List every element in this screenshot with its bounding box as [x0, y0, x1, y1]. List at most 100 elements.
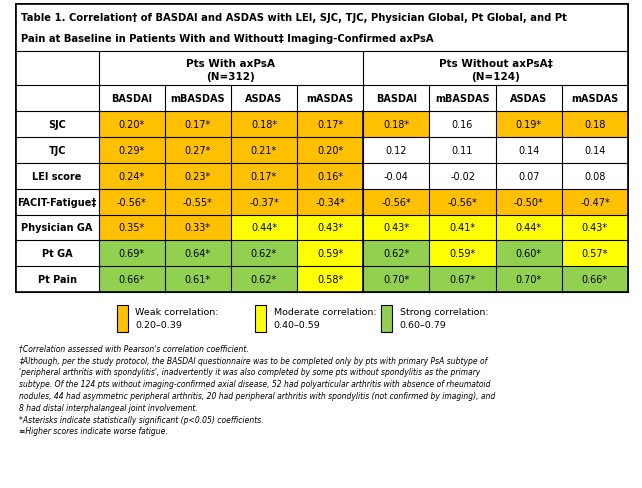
Bar: [16, 5, 628, 293]
Bar: [16, 5, 628, 52]
Bar: [496, 267, 562, 293]
Text: 0.43*: 0.43*: [317, 223, 343, 233]
Bar: [429, 189, 496, 215]
Text: 0.16*: 0.16*: [317, 171, 343, 181]
Text: 0.43*: 0.43*: [383, 223, 410, 233]
Bar: [98, 111, 165, 137]
Text: 0.60–0.79: 0.60–0.79: [399, 321, 446, 329]
Bar: [16, 267, 98, 293]
Bar: [429, 137, 496, 163]
Bar: [98, 267, 165, 293]
Bar: [98, 189, 165, 215]
Bar: [255, 305, 266, 332]
Bar: [297, 111, 363, 137]
Text: 0.29*: 0.29*: [119, 145, 144, 155]
Text: 0.58*: 0.58*: [317, 275, 343, 285]
Bar: [562, 267, 628, 293]
Bar: [231, 215, 297, 241]
Bar: [429, 163, 496, 189]
Bar: [363, 189, 429, 215]
Text: Pt Pain: Pt Pain: [38, 275, 76, 285]
Bar: [363, 215, 429, 241]
Text: 0.19*: 0.19*: [516, 120, 542, 129]
Bar: [496, 189, 562, 215]
Text: Pain at Baseline in Patients With and Without‡ Imaging-Confirmed axPsA: Pain at Baseline in Patients With and Wi…: [21, 34, 433, 44]
Text: 0.24*: 0.24*: [119, 171, 144, 181]
Text: 0.69*: 0.69*: [119, 249, 144, 259]
Text: 0.62*: 0.62*: [251, 249, 277, 259]
Text: Physician GA: Physician GA: [21, 223, 93, 233]
Bar: [16, 215, 98, 241]
Bar: [16, 5, 628, 293]
Bar: [562, 163, 628, 189]
Text: TJC: TJC: [48, 145, 66, 155]
Bar: [496, 111, 562, 137]
Text: -0.55*: -0.55*: [183, 197, 213, 207]
Bar: [165, 137, 231, 163]
Bar: [496, 137, 562, 163]
Text: 0.08: 0.08: [584, 171, 605, 181]
Text: 0.70*: 0.70*: [516, 275, 542, 285]
Text: 0.41*: 0.41*: [449, 223, 476, 233]
Text: -0.47*: -0.47*: [580, 197, 610, 207]
Text: 0.35*: 0.35*: [119, 223, 144, 233]
Bar: [297, 137, 363, 163]
Text: mBASDAS: mBASDAS: [171, 94, 225, 103]
Text: -0.34*: -0.34*: [315, 197, 345, 207]
Bar: [98, 52, 363, 85]
Bar: [165, 163, 231, 189]
Text: 0.57*: 0.57*: [582, 249, 608, 259]
Bar: [165, 267, 231, 293]
Bar: [297, 241, 363, 267]
Bar: [363, 241, 429, 267]
Text: -0.02: -0.02: [450, 171, 475, 181]
Text: Moderate correlation:: Moderate correlation:: [274, 307, 376, 316]
Text: BASDAI: BASDAI: [376, 94, 417, 103]
Bar: [297, 215, 363, 241]
Text: 0.62*: 0.62*: [383, 249, 410, 259]
Bar: [165, 111, 231, 137]
Text: 0.17*: 0.17*: [317, 120, 343, 129]
Bar: [98, 241, 165, 267]
Bar: [562, 215, 628, 241]
Bar: [562, 241, 628, 267]
Text: 0.18*: 0.18*: [251, 120, 277, 129]
Bar: [363, 163, 429, 189]
Text: 0.64*: 0.64*: [185, 249, 211, 259]
Text: 0.16: 0.16: [452, 120, 473, 129]
Bar: [231, 267, 297, 293]
Text: 0.33*: 0.33*: [185, 223, 211, 233]
Text: 0.14: 0.14: [584, 145, 605, 155]
Text: 0.18*: 0.18*: [383, 120, 410, 129]
Bar: [231, 137, 297, 163]
Bar: [16, 163, 98, 189]
Text: 0.40–0.59: 0.40–0.59: [274, 321, 320, 329]
Bar: [297, 267, 363, 293]
Text: 0.66*: 0.66*: [119, 275, 144, 285]
Bar: [16, 241, 98, 267]
Bar: [165, 215, 231, 241]
Text: 0.44*: 0.44*: [516, 223, 542, 233]
Bar: [165, 85, 231, 111]
Text: BASDAI: BASDAI: [111, 94, 152, 103]
Bar: [297, 163, 363, 189]
Bar: [363, 267, 429, 293]
Text: 0.61*: 0.61*: [185, 275, 211, 285]
Bar: [16, 189, 98, 215]
Text: Strong correlation:: Strong correlation:: [399, 307, 489, 316]
Bar: [363, 52, 628, 85]
Bar: [231, 163, 297, 189]
Bar: [496, 85, 562, 111]
Bar: [165, 241, 231, 267]
Text: 0.67*: 0.67*: [449, 275, 476, 285]
Bar: [429, 267, 496, 293]
Text: FACIT-Fatigue‡: FACIT-Fatigue‡: [17, 197, 97, 207]
Text: Pt GA: Pt GA: [42, 249, 73, 259]
Text: LEI score: LEI score: [33, 171, 82, 181]
Bar: [429, 111, 496, 137]
Text: 0.20*: 0.20*: [119, 120, 144, 129]
Text: mBASDAS: mBASDAS: [435, 94, 490, 103]
Bar: [231, 189, 297, 215]
Bar: [496, 241, 562, 267]
Text: †Correlation assessed with Pearson's correlation coefficient.
‡Although, per the: †Correlation assessed with Pearson's cor…: [19, 344, 495, 435]
